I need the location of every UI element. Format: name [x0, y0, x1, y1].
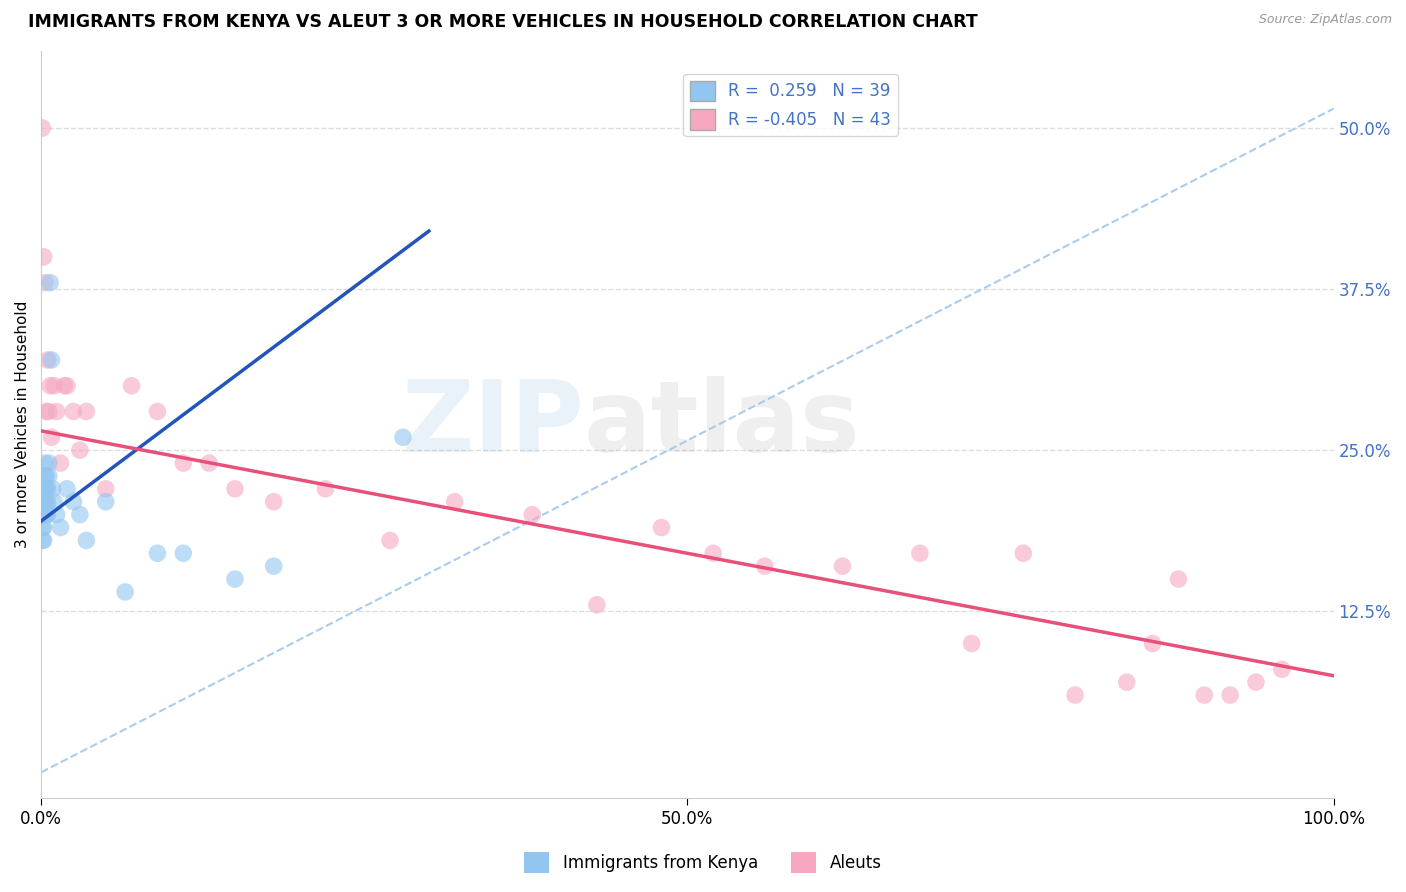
Point [172, 456, 194, 470]
Point [1194, 688, 1216, 702]
Point [35, 482, 58, 496]
Point [75, 533, 97, 548]
Point [522, 508, 544, 522]
Point [31, 508, 53, 522]
Point [378, 533, 401, 548]
Point [263, 559, 285, 574]
Point [224, 572, 246, 586]
Point [39, 276, 62, 290]
Point [49, 456, 72, 470]
Point [56, 378, 79, 392]
Text: atlas: atlas [583, 376, 860, 473]
Text: ZIP: ZIP [401, 376, 583, 473]
Point [754, 559, 776, 574]
Point [94, 494, 117, 508]
Text: IMMIGRANTS FROM KENYA VS ALEUT 3 OR MORE VEHICLES IN HOUSEHOLD CORRELATION CHART: IMMIGRANTS FROM KENYA VS ALEUT 3 OR MORE… [28, 13, 977, 31]
Point [42, 494, 65, 508]
Point [42, 482, 65, 496]
Point [831, 559, 853, 574]
Point [172, 546, 194, 560]
Point [41, 353, 63, 368]
Point [94, 482, 117, 496]
Point [42, 378, 65, 392]
Point [1167, 572, 1189, 586]
Point [1064, 688, 1087, 702]
Point [146, 404, 169, 418]
Point [38, 469, 60, 483]
Point [263, 494, 285, 508]
Point [32, 533, 55, 548]
Point [62, 404, 84, 418]
Point [224, 482, 246, 496]
Point [146, 546, 169, 560]
Point [443, 494, 465, 508]
Y-axis label: 3 or more Vehicles in Household: 3 or more Vehicles in Household [15, 301, 30, 548]
Point [392, 430, 415, 444]
Point [39, 378, 62, 392]
Point [34, 276, 56, 290]
Point [1115, 675, 1137, 690]
Point [37, 508, 59, 522]
Point [34, 456, 56, 470]
Point [1271, 662, 1294, 676]
Point [38, 404, 60, 418]
Point [650, 520, 672, 534]
Point [37, 482, 59, 496]
Point [34, 494, 56, 508]
Point [35, 508, 58, 522]
Point [198, 456, 221, 470]
Point [1142, 636, 1164, 650]
Point [114, 585, 136, 599]
Point [1219, 688, 1241, 702]
Point [702, 546, 724, 560]
Point [38, 456, 60, 470]
Point [35, 494, 58, 508]
Point [960, 636, 983, 650]
Point [32, 494, 55, 508]
Point [49, 520, 72, 534]
Text: Source: ZipAtlas.com: Source: ZipAtlas.com [1258, 13, 1392, 27]
Point [34, 469, 56, 483]
Point [62, 494, 84, 508]
Point [34, 482, 56, 496]
Point [45, 508, 67, 522]
Point [1244, 675, 1267, 690]
Point [32, 482, 55, 496]
Point [31, 121, 53, 136]
Point [37, 353, 59, 368]
Point [121, 378, 143, 392]
Point [53, 378, 76, 392]
Point [35, 404, 58, 418]
Point [31, 533, 53, 548]
Legend: Immigrants from Kenya, Aleuts: Immigrants from Kenya, Aleuts [517, 846, 889, 880]
Point [908, 546, 931, 560]
Point [69, 508, 91, 522]
Point [32, 520, 55, 534]
Point [35, 469, 58, 483]
Point [32, 508, 55, 522]
Point [75, 404, 97, 418]
Point [41, 430, 63, 444]
Point [585, 598, 607, 612]
Point [314, 482, 336, 496]
Point [56, 482, 79, 496]
Point [69, 443, 91, 458]
Point [32, 250, 55, 264]
Point [37, 494, 59, 508]
Point [45, 404, 67, 418]
Point [31, 520, 53, 534]
Point [31, 494, 53, 508]
Legend: R =  0.259   N = 39, R = -0.405   N = 43: R = 0.259 N = 39, R = -0.405 N = 43 [683, 74, 898, 136]
Point [1012, 546, 1035, 560]
